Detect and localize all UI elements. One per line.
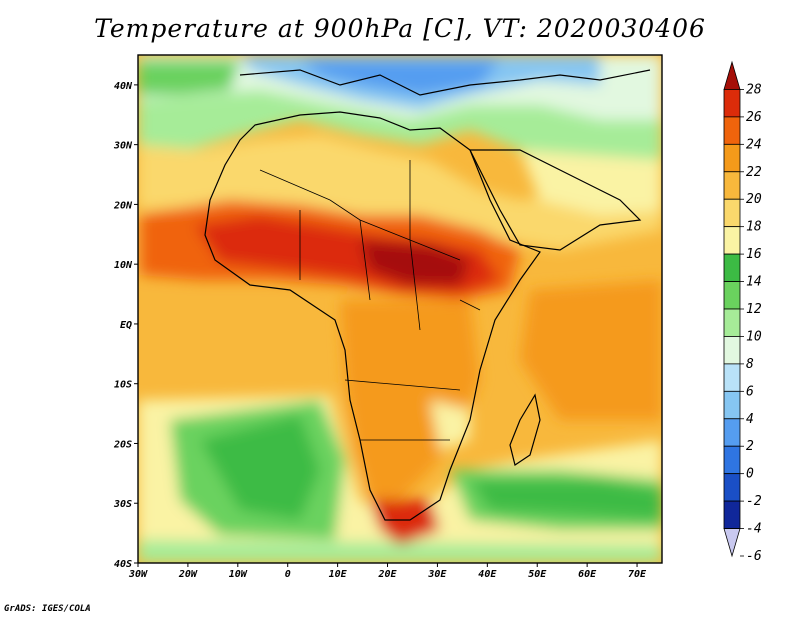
- lon-tick-label: 30W: [128, 569, 148, 580]
- lat-tick-label: 20N: [113, 200, 133, 211]
- lon-tick-label: 10E: [329, 569, 348, 580]
- colorbar-segment: [723, 418, 741, 447]
- lon-tick-label: 20E: [377, 569, 397, 580]
- map-frame: [137, 54, 663, 564]
- lat-tick-label: 30S: [113, 499, 132, 510]
- lon-tick-label: 20W: [178, 569, 198, 580]
- colorbar-label: 2: [746, 439, 754, 454]
- lat-tick-label: 30N: [113, 141, 133, 152]
- colorbar-label: 6: [746, 384, 754, 399]
- colorbar-segment: [723, 308, 741, 337]
- colorbar-label: 22: [746, 165, 762, 180]
- colorbar-label: 28: [746, 82, 762, 97]
- madagascar-coastline: [509, 393, 541, 466]
- colorbar-segment: [723, 500, 741, 529]
- lon-tick-label: 50E: [528, 569, 547, 580]
- lat-tick-label: 20S: [113, 439, 132, 450]
- colorbar-segment: [723, 390, 741, 420]
- lat-tick-label: EQ: [120, 320, 132, 331]
- credit-text: GrADS: IGES/COLA: [4, 604, 91, 614]
- lon-tick-label: 40E: [478, 569, 497, 580]
- colorbar-label: 10: [746, 329, 762, 344]
- colorbar-label: 24: [746, 137, 762, 152]
- colorbar-label: 16: [746, 247, 762, 262]
- colorbar-segment: [723, 171, 741, 200]
- lat-tick-label: 40N: [114, 81, 133, 92]
- coastlines: [204, 69, 651, 521]
- colorbar-label: 4: [746, 412, 754, 427]
- lon-tick-label: 30E: [427, 569, 447, 580]
- lon-tick-label: 10W: [229, 569, 248, 580]
- colorbar-label: 18: [746, 220, 762, 235]
- colorbar-segment: [723, 281, 741, 310]
- colorbar-label: 0: [746, 467, 754, 482]
- colorbar-label: -4: [746, 522, 762, 537]
- colorbar-segment: [723, 253, 741, 282]
- arabia-coastline: [469, 149, 642, 251]
- map-title: Temperature at 900hPa [C], VT: 202003040…: [94, 14, 706, 43]
- colorbar-label: 8: [746, 357, 754, 372]
- temperature-field: [138, 55, 662, 563]
- colorbar-segment: [723, 226, 741, 255]
- colorbar-segment: [723, 445, 741, 475]
- colorbar-label: 20: [746, 192, 762, 207]
- lat-tick-label: 10S: [114, 380, 132, 391]
- colorbar-segment: [723, 143, 741, 173]
- colorbar-segment: [723, 89, 741, 118]
- colorbar-segment: [723, 473, 741, 502]
- colorbar-segment: [723, 198, 741, 228]
- lat-tick-label: 40S: [114, 559, 132, 570]
- colorbar-label: 14: [746, 275, 762, 290]
- lat-tick-label: 10N: [114, 260, 133, 271]
- colorbar-label: -6: [746, 549, 762, 564]
- borders: [259, 160, 481, 441]
- colorbar-top-arrow: [723, 60, 741, 90]
- europe-coastline: [239, 69, 651, 96]
- lon-tick-label: 0: [285, 569, 291, 580]
- colorbar-segment: [723, 363, 741, 392]
- colorbar-label: 26: [746, 110, 762, 125]
- colorbar-segment: [723, 116, 741, 145]
- colorbar-bottom-arrow: [723, 528, 741, 558]
- lon-tick-label: 60E: [578, 569, 597, 580]
- colorbar-segment: [723, 336, 741, 365]
- africa-coastline: [204, 111, 541, 521]
- colorbar-label: 12: [746, 302, 762, 317]
- colorbar-label: -2: [746, 494, 762, 509]
- axis-ticks: 30W 20W 10W 0 10E 20E 30E 40E 50E 60E 70E 40S 30S 20S…: [113, 81, 647, 580]
- lon-tick-label: 70E: [628, 569, 647, 580]
